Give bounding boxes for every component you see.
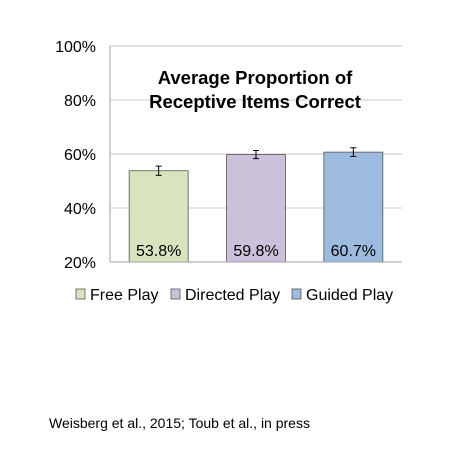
legend-swatch xyxy=(291,288,302,300)
legend-swatch xyxy=(75,288,86,300)
data-label: 60.7% xyxy=(331,243,376,260)
legend-label: Guided Play xyxy=(306,287,393,304)
y-tick-label: 100% xyxy=(55,39,96,56)
legend-swatch xyxy=(170,288,181,300)
y-tick-label: 60% xyxy=(64,147,96,164)
y-tick-label: 20% xyxy=(64,255,96,272)
source-citation: Weisberg et al., 2015; Toub et al., in p… xyxy=(49,415,310,431)
legend-label: Free Play xyxy=(90,287,158,304)
y-tick-label: 80% xyxy=(64,93,96,110)
chart-title-line: Average Proportion of xyxy=(158,67,353,88)
data-label: 53.8% xyxy=(136,243,181,260)
legend-label: Directed Play xyxy=(185,287,280,304)
data-label: 59.8% xyxy=(233,243,278,260)
y-tick-label: 40% xyxy=(64,201,96,218)
chart-title-line: Receptive Items Correct xyxy=(149,91,361,112)
